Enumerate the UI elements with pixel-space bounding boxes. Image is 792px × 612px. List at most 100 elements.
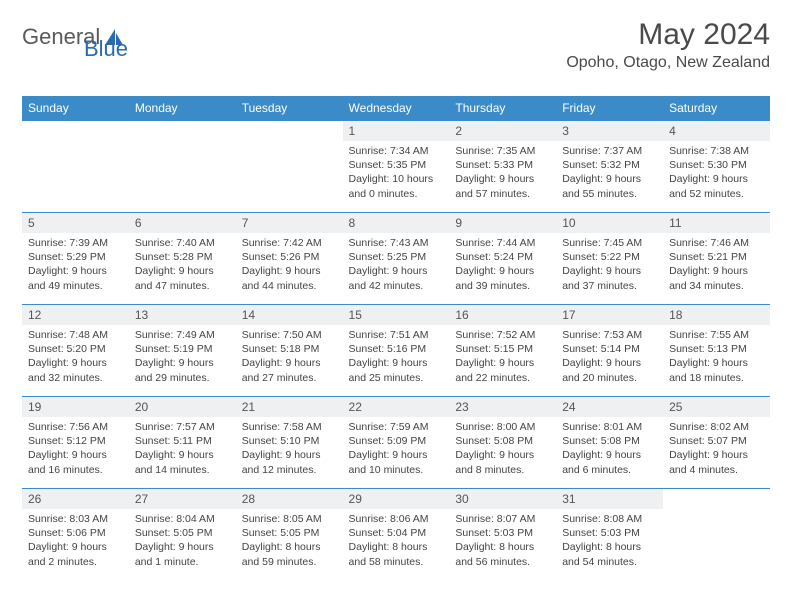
day-body: Sunrise: 7:56 AMSunset: 5:12 PMDaylight:… <box>22 417 129 481</box>
calendar-cell: 11Sunrise: 7:46 AMSunset: 5:21 PMDayligh… <box>663 213 770 305</box>
calendar-cell: 26Sunrise: 8:03 AMSunset: 5:06 PMDayligh… <box>22 489 129 581</box>
calendar-cell: 4Sunrise: 7:38 AMSunset: 5:30 PMDaylight… <box>663 121 770 213</box>
calendar-cell: 31Sunrise: 8:08 AMSunset: 5:03 PMDayligh… <box>556 489 663 581</box>
calendar-cell: 8Sunrise: 7:43 AMSunset: 5:25 PMDaylight… <box>343 213 450 305</box>
logo: GeneralBlue <box>22 18 126 50</box>
day-body: Sunrise: 8:08 AMSunset: 5:03 PMDaylight:… <box>556 509 663 573</box>
calendar-cell: 13Sunrise: 7:49 AMSunset: 5:19 PMDayligh… <box>129 305 236 397</box>
calendar-cell: .. <box>236 121 343 213</box>
day-number: 6 <box>129 213 236 233</box>
calendar-cell: .. <box>22 121 129 213</box>
calendar-cell: 5Sunrise: 7:39 AMSunset: 5:29 PMDaylight… <box>22 213 129 305</box>
day-number: 12 <box>22 305 129 325</box>
day-body: Sunrise: 8:05 AMSunset: 5:05 PMDaylight:… <box>236 509 343 573</box>
day-body: Sunrise: 7:50 AMSunset: 5:18 PMDaylight:… <box>236 325 343 389</box>
calendar-cell: 19Sunrise: 7:56 AMSunset: 5:12 PMDayligh… <box>22 397 129 489</box>
day-number: 14 <box>236 305 343 325</box>
calendar-cell: 9Sunrise: 7:44 AMSunset: 5:24 PMDaylight… <box>449 213 556 305</box>
day-body: Sunrise: 7:53 AMSunset: 5:14 PMDaylight:… <box>556 325 663 389</box>
calendar-cell: 28Sunrise: 8:05 AMSunset: 5:05 PMDayligh… <box>236 489 343 581</box>
calendar-cell: 24Sunrise: 8:01 AMSunset: 5:08 PMDayligh… <box>556 397 663 489</box>
calendar-cell: 17Sunrise: 7:53 AMSunset: 5:14 PMDayligh… <box>556 305 663 397</box>
day-body: Sunrise: 8:00 AMSunset: 5:08 PMDaylight:… <box>449 417 556 481</box>
day-number: 22 <box>343 397 450 417</box>
day-body: Sunrise: 7:37 AMSunset: 5:32 PMDaylight:… <box>556 141 663 205</box>
calendar-cell: 15Sunrise: 7:51 AMSunset: 5:16 PMDayligh… <box>343 305 450 397</box>
day-number: 8 <box>343 213 450 233</box>
calendar-cell: 20Sunrise: 7:57 AMSunset: 5:11 PMDayligh… <box>129 397 236 489</box>
day-number: 2 <box>449 121 556 141</box>
weekday-header: Friday <box>556 96 663 121</box>
calendar-cell: 23Sunrise: 8:00 AMSunset: 5:08 PMDayligh… <box>449 397 556 489</box>
calendar-cell: 16Sunrise: 7:52 AMSunset: 5:15 PMDayligh… <box>449 305 556 397</box>
day-number: 9 <box>449 213 556 233</box>
calendar-cell: 3Sunrise: 7:37 AMSunset: 5:32 PMDaylight… <box>556 121 663 213</box>
day-body: Sunrise: 7:58 AMSunset: 5:10 PMDaylight:… <box>236 417 343 481</box>
logo-text-2: Blue <box>84 36 128 62</box>
day-number: 31 <box>556 489 663 509</box>
day-body: Sunrise: 8:04 AMSunset: 5:05 PMDaylight:… <box>129 509 236 573</box>
weekday-header: Tuesday <box>236 96 343 121</box>
day-body: Sunrise: 7:34 AMSunset: 5:35 PMDaylight:… <box>343 141 450 205</box>
calendar-cell: 29Sunrise: 8:06 AMSunset: 5:04 PMDayligh… <box>343 489 450 581</box>
day-body: Sunrise: 7:46 AMSunset: 5:21 PMDaylight:… <box>663 233 770 297</box>
calendar-cell: 22Sunrise: 7:59 AMSunset: 5:09 PMDayligh… <box>343 397 450 489</box>
day-number: 5 <box>22 213 129 233</box>
day-number: 19 <box>22 397 129 417</box>
calendar-cell: 21Sunrise: 7:58 AMSunset: 5:10 PMDayligh… <box>236 397 343 489</box>
day-body: Sunrise: 7:40 AMSunset: 5:28 PMDaylight:… <box>129 233 236 297</box>
day-number: 10 <box>556 213 663 233</box>
calendar-table: SundayMondayTuesdayWednesdayThursdayFrid… <box>22 96 770 581</box>
calendar-cell: 2Sunrise: 7:35 AMSunset: 5:33 PMDaylight… <box>449 121 556 213</box>
calendar-cell: 1Sunrise: 7:34 AMSunset: 5:35 PMDaylight… <box>343 121 450 213</box>
weekday-header: Thursday <box>449 96 556 121</box>
weekday-header: Saturday <box>663 96 770 121</box>
day-number: 23 <box>449 397 556 417</box>
calendar-cell: 10Sunrise: 7:45 AMSunset: 5:22 PMDayligh… <box>556 213 663 305</box>
day-body: Sunrise: 8:03 AMSunset: 5:06 PMDaylight:… <box>22 509 129 573</box>
day-number: 21 <box>236 397 343 417</box>
day-body: Sunrise: 7:45 AMSunset: 5:22 PMDaylight:… <box>556 233 663 297</box>
day-number: 30 <box>449 489 556 509</box>
day-body: Sunrise: 7:39 AMSunset: 5:29 PMDaylight:… <box>22 233 129 297</box>
calendar-cell: .. <box>663 489 770 581</box>
day-body: Sunrise: 7:42 AMSunset: 5:26 PMDaylight:… <box>236 233 343 297</box>
day-body: Sunrise: 7:57 AMSunset: 5:11 PMDaylight:… <box>129 417 236 481</box>
day-number: 20 <box>129 397 236 417</box>
day-body: Sunrise: 8:07 AMSunset: 5:03 PMDaylight:… <box>449 509 556 573</box>
calendar-cell: 18Sunrise: 7:55 AMSunset: 5:13 PMDayligh… <box>663 305 770 397</box>
day-body: Sunrise: 7:44 AMSunset: 5:24 PMDaylight:… <box>449 233 556 297</box>
weekday-header: Wednesday <box>343 96 450 121</box>
calendar-cell: 25Sunrise: 8:02 AMSunset: 5:07 PMDayligh… <box>663 397 770 489</box>
day-body: Sunrise: 7:52 AMSunset: 5:15 PMDaylight:… <box>449 325 556 389</box>
weekday-header: Sunday <box>22 96 129 121</box>
day-number: 24 <box>556 397 663 417</box>
day-number: 4 <box>663 121 770 141</box>
day-number: 15 <box>343 305 450 325</box>
calendar-cell: 27Sunrise: 8:04 AMSunset: 5:05 PMDayligh… <box>129 489 236 581</box>
calendar-cell: 30Sunrise: 8:07 AMSunset: 5:03 PMDayligh… <box>449 489 556 581</box>
calendar-cell: 12Sunrise: 7:48 AMSunset: 5:20 PMDayligh… <box>22 305 129 397</box>
day-number: 13 <box>129 305 236 325</box>
day-body: Sunrise: 8:06 AMSunset: 5:04 PMDaylight:… <box>343 509 450 573</box>
day-number: 17 <box>556 305 663 325</box>
day-body: Sunrise: 7:48 AMSunset: 5:20 PMDaylight:… <box>22 325 129 389</box>
page-title: May 2024 <box>566 18 770 52</box>
day-number: 3 <box>556 121 663 141</box>
day-body: Sunrise: 7:43 AMSunset: 5:25 PMDaylight:… <box>343 233 450 297</box>
day-number: 18 <box>663 305 770 325</box>
day-number: 29 <box>343 489 450 509</box>
day-number: 25 <box>663 397 770 417</box>
calendar-cell: 6Sunrise: 7:40 AMSunset: 5:28 PMDaylight… <box>129 213 236 305</box>
calendar-cell: .. <box>129 121 236 213</box>
day-body: Sunrise: 8:01 AMSunset: 5:08 PMDaylight:… <box>556 417 663 481</box>
location: Opoho, Otago, New Zealand <box>566 54 770 72</box>
day-number: 7 <box>236 213 343 233</box>
day-body: Sunrise: 7:55 AMSunset: 5:13 PMDaylight:… <box>663 325 770 389</box>
day-body: Sunrise: 7:35 AMSunset: 5:33 PMDaylight:… <box>449 141 556 205</box>
day-body: Sunrise: 8:02 AMSunset: 5:07 PMDaylight:… <box>663 417 770 481</box>
weekday-header: Monday <box>129 96 236 121</box>
day-number: 28 <box>236 489 343 509</box>
calendar-cell: 14Sunrise: 7:50 AMSunset: 5:18 PMDayligh… <box>236 305 343 397</box>
day-number: 27 <box>129 489 236 509</box>
